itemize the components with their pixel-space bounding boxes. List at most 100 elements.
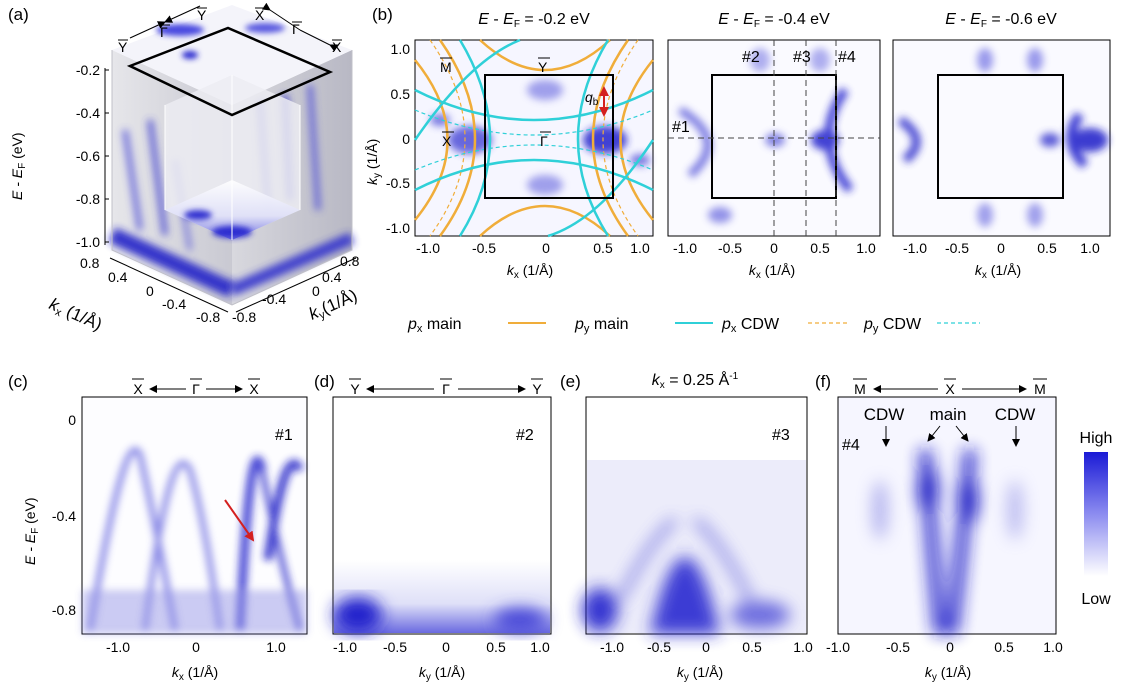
energy-tick: -0.2 <box>76 62 100 78</box>
energy-tick: -0.8 <box>52 602 76 618</box>
panel-b-map-1: qb M Y X Γ <box>413 38 655 238</box>
ky-tick: -0.5 <box>383 639 407 655</box>
ky-tick: -0.4 <box>262 291 286 307</box>
hsp-y-left: Y <box>118 39 128 55</box>
ky-tick: 0 <box>402 131 410 147</box>
ky-tick: -1.0 <box>333 639 357 655</box>
colorbar: High Low <box>1080 430 1113 608</box>
kx-tick: 0 <box>146 283 154 299</box>
panel-b-map-2: #1 #2 #3 #4 <box>667 39 881 237</box>
hsp-y: Y <box>350 381 360 397</box>
qb-label: qb <box>585 89 599 108</box>
kx-tick: -0.8 <box>196 309 220 325</box>
kx-tick: 1.0 <box>856 240 876 256</box>
hsp-gamma-left: Γ <box>160 24 168 40</box>
kx-tick: 0 <box>997 240 1005 256</box>
ky-tick: 0.5 <box>486 639 506 655</box>
hsp-y-top: Y <box>197 7 207 23</box>
hsp-x-right: X <box>332 39 342 55</box>
panel-c-cut-label: #1 <box>275 427 293 444</box>
ky-tick: 0 <box>702 639 710 655</box>
map-title-3: E - EF = -0.6 eV <box>945 11 1057 30</box>
svg-text:px CDW: px CDW <box>721 316 780 335</box>
kx-tick: 0 <box>770 240 778 256</box>
hsp-m: M <box>854 381 866 397</box>
ky-tick: 1.0 <box>1043 639 1063 655</box>
hsp-m: M <box>1034 381 1046 397</box>
kx-tick: -0.4 <box>162 296 186 312</box>
ky-tick: 0 <box>946 639 954 655</box>
kx-tick: 0.8 <box>80 255 100 271</box>
kx-tick: -0.5 <box>945 240 969 256</box>
colorbar-high-label: High <box>1080 430 1113 447</box>
panel-a-hsp-left: Y Γ Y <box>118 5 207 55</box>
cut-label-3: #3 <box>793 49 811 66</box>
panel-a-hsp-right: X Γ X <box>255 2 342 55</box>
panel-c-hsp: X Γ X <box>132 378 260 397</box>
hsp-x: X <box>133 381 143 397</box>
hsp-gamma: Γ <box>442 381 450 397</box>
kx-tick: 1.0 <box>266 639 286 655</box>
panel-d-cut-label: #2 <box>516 427 534 444</box>
panel-label-f: (f) <box>815 372 831 391</box>
panel-a-energy-axis: -0.2 -0.4 -0.6 -0.8 -1.0 E - EF (eV) <box>9 62 109 250</box>
svg-text:py main: py main <box>574 316 629 335</box>
svg-text:px main: px main <box>407 316 462 335</box>
panel-b-x-label-2: kx (1/Å) <box>749 262 795 281</box>
panel-a-kx-label: kx (1/Å) <box>46 294 105 336</box>
annotation-cdw-left: CDW <box>864 405 905 424</box>
ky-tick: -0.5 <box>647 639 671 655</box>
hsp-gamma: Γ <box>540 133 548 149</box>
panel-f-hsp: M X M <box>853 378 1047 397</box>
legend-item-px-main: px main <box>407 316 546 335</box>
ky-tick: 1.0 <box>530 639 550 655</box>
annotation-cdw-right: CDW <box>995 405 1036 424</box>
cut-label-2: #2 <box>742 49 760 66</box>
cut-label-4: #4 <box>838 49 856 66</box>
panel-label-b: (b) <box>372 5 393 24</box>
panel-c-y-axis: 0 -0.4 -0.8 E - EF (eV) <box>22 412 76 618</box>
legend: px main py main px CDW py CDW <box>407 316 980 335</box>
panel-f-x-axis: -1.0 -0.5 0 0.5 1.0 ky (1/Å) <box>826 639 1063 683</box>
hsp-x: X <box>442 133 452 149</box>
panel-f-cut-label: #4 <box>842 437 860 454</box>
panel-a-energy-label: E - EF (eV) <box>9 132 28 200</box>
panel-f-plot: #4 CDW main CDW <box>837 396 1057 635</box>
kx-tick: 0.4 <box>108 269 128 285</box>
panel-label-a: (a) <box>8 5 29 24</box>
hsp-m: M <box>440 59 452 75</box>
energy-tick: -0.8 <box>76 191 100 207</box>
ky-tick: -0.5 <box>386 175 410 191</box>
panel-c-x-label: kx (1/Å) <box>172 664 218 683</box>
colorbar-low-label: Low <box>1081 591 1111 608</box>
map-title-1: E - EF = -0.2 eV <box>478 11 590 30</box>
panel-b-y-axis: 1.0 0.5 0 -0.5 -1.0 ky (1/Å) <box>364 41 410 236</box>
hsp-x: X <box>249 381 259 397</box>
panel-e-x-label: ky (1/Å) <box>677 664 723 683</box>
ky-tick: 0.4 <box>322 269 342 285</box>
panel-d-plot: #2 <box>332 396 552 635</box>
ky-tick: 0.5 <box>742 639 762 655</box>
ky-tick: 0.5 <box>391 86 411 102</box>
panel-b-x-axis-2: -1.0 -0.5 0 0.5 1.0 kx (1/Å) <box>673 240 876 281</box>
map-title-2: E - EF = -0.4 eV <box>718 11 830 30</box>
energy-tick: -0.4 <box>52 508 76 524</box>
panel-d-x-label: ky (1/Å) <box>419 664 465 683</box>
panel-a-cube <box>108 5 355 306</box>
kx-tick: -0.5 <box>472 240 496 256</box>
panel-c-plot: #1 <box>81 396 308 635</box>
legend-item-py-cdw: py CDW <box>863 316 980 335</box>
panel-label-e: (e) <box>560 372 581 391</box>
panel-d-x-axis: -1.0 -0.5 0 0.5 1.0 ky (1/Å) <box>333 639 550 683</box>
kx-tick: -1.0 <box>416 240 440 256</box>
ky-tick: 1.0 <box>793 639 813 655</box>
kx-tick: -1.0 <box>106 639 130 655</box>
hsp-x-top: X <box>255 7 265 23</box>
kx-tick: -1.0 <box>903 240 927 256</box>
ky-tick: -1.0 <box>386 220 410 236</box>
annotation-main: main <box>930 405 967 424</box>
ky-tick: 0.5 <box>994 639 1014 655</box>
panel-b-x-axis-1: -1.0 -0.5 0 0.5 1.0 kx (1/Å) <box>416 240 650 281</box>
energy-tick: -0.4 <box>76 105 100 121</box>
